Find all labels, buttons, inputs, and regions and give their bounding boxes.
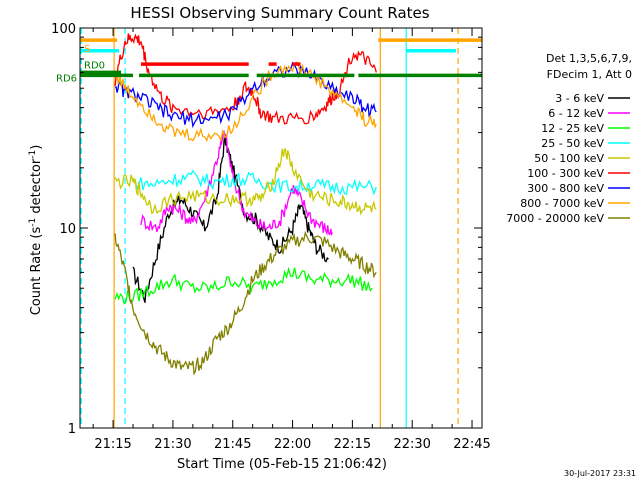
plot-frame	[79, 27, 483, 429]
legend-label-7000-20000-kev: 7000 - 20000 keV	[506, 212, 604, 225]
legend-label-50-100-kev: 50 - 100 keV	[534, 152, 604, 165]
x-tick-label: 22:45	[453, 437, 490, 452]
info-line-2: FDecim 1, Att 0	[547, 68, 632, 81]
legend-label-300-800-kev: 300 - 800 keV	[527, 182, 604, 195]
x-tick-label: 21:15	[94, 437, 131, 452]
series-100-300-kev	[114, 33, 377, 125]
footer-date: 30-Jul-2017 23:31	[564, 469, 636, 478]
y-tick-label: 10	[59, 222, 76, 237]
flag-label-rd0: RD0	[84, 60, 105, 71]
x-tick-label: 22:00	[274, 437, 311, 452]
legend-label-3-6-kev: 3 - 6 keV	[555, 92, 604, 105]
legend-label-12-25-kev: 12 - 25 keV	[541, 122, 604, 135]
flag-label-rd6: RD6	[56, 73, 77, 84]
series-12-25-kev	[114, 266, 373, 305]
x-axis-label: Start Time (05-Feb-15 21:06:42)	[177, 457, 387, 472]
y-tick-label: 100	[51, 22, 76, 37]
x-tick-label: 21:45	[214, 437, 251, 452]
flag-label-s: S	[84, 44, 90, 55]
legend-label-25-50-kev: 25 - 50 keV	[541, 137, 604, 150]
y-tick-label: 1	[68, 422, 76, 437]
legend-label-100-300-kev: 100 - 300 keV	[527, 167, 604, 180]
info-line-1: Det 1,3,5,6,7,9,	[546, 52, 632, 65]
legend: 3 - 6 keV 6 - 12 keV 12 - 25 keV 25 - 50 ke…	[506, 92, 630, 225]
series-50-100-kev	[114, 148, 377, 216]
series-25-50-kev	[132, 169, 377, 196]
x-tick-label: 21:30	[154, 437, 191, 452]
y-axis-label: Count Rate (s-1 detector-1)	[28, 145, 44, 316]
series-7000-20000-kev	[114, 230, 377, 376]
series-300-800-kev	[114, 61, 377, 129]
chart-title: HESSI Observing Summary Count Rates	[130, 4, 429, 22]
x-tick-label: 22:15	[334, 437, 371, 452]
legend-label-800-7000-kev: 800 - 7000 keV	[520, 197, 604, 210]
series-6-12-kev	[140, 129, 333, 237]
x-tick-label: 22:30	[393, 437, 430, 452]
legend-label-6-12-kev: 6 - 12 keV	[548, 107, 604, 120]
series-800-7000-kev	[114, 61, 377, 142]
